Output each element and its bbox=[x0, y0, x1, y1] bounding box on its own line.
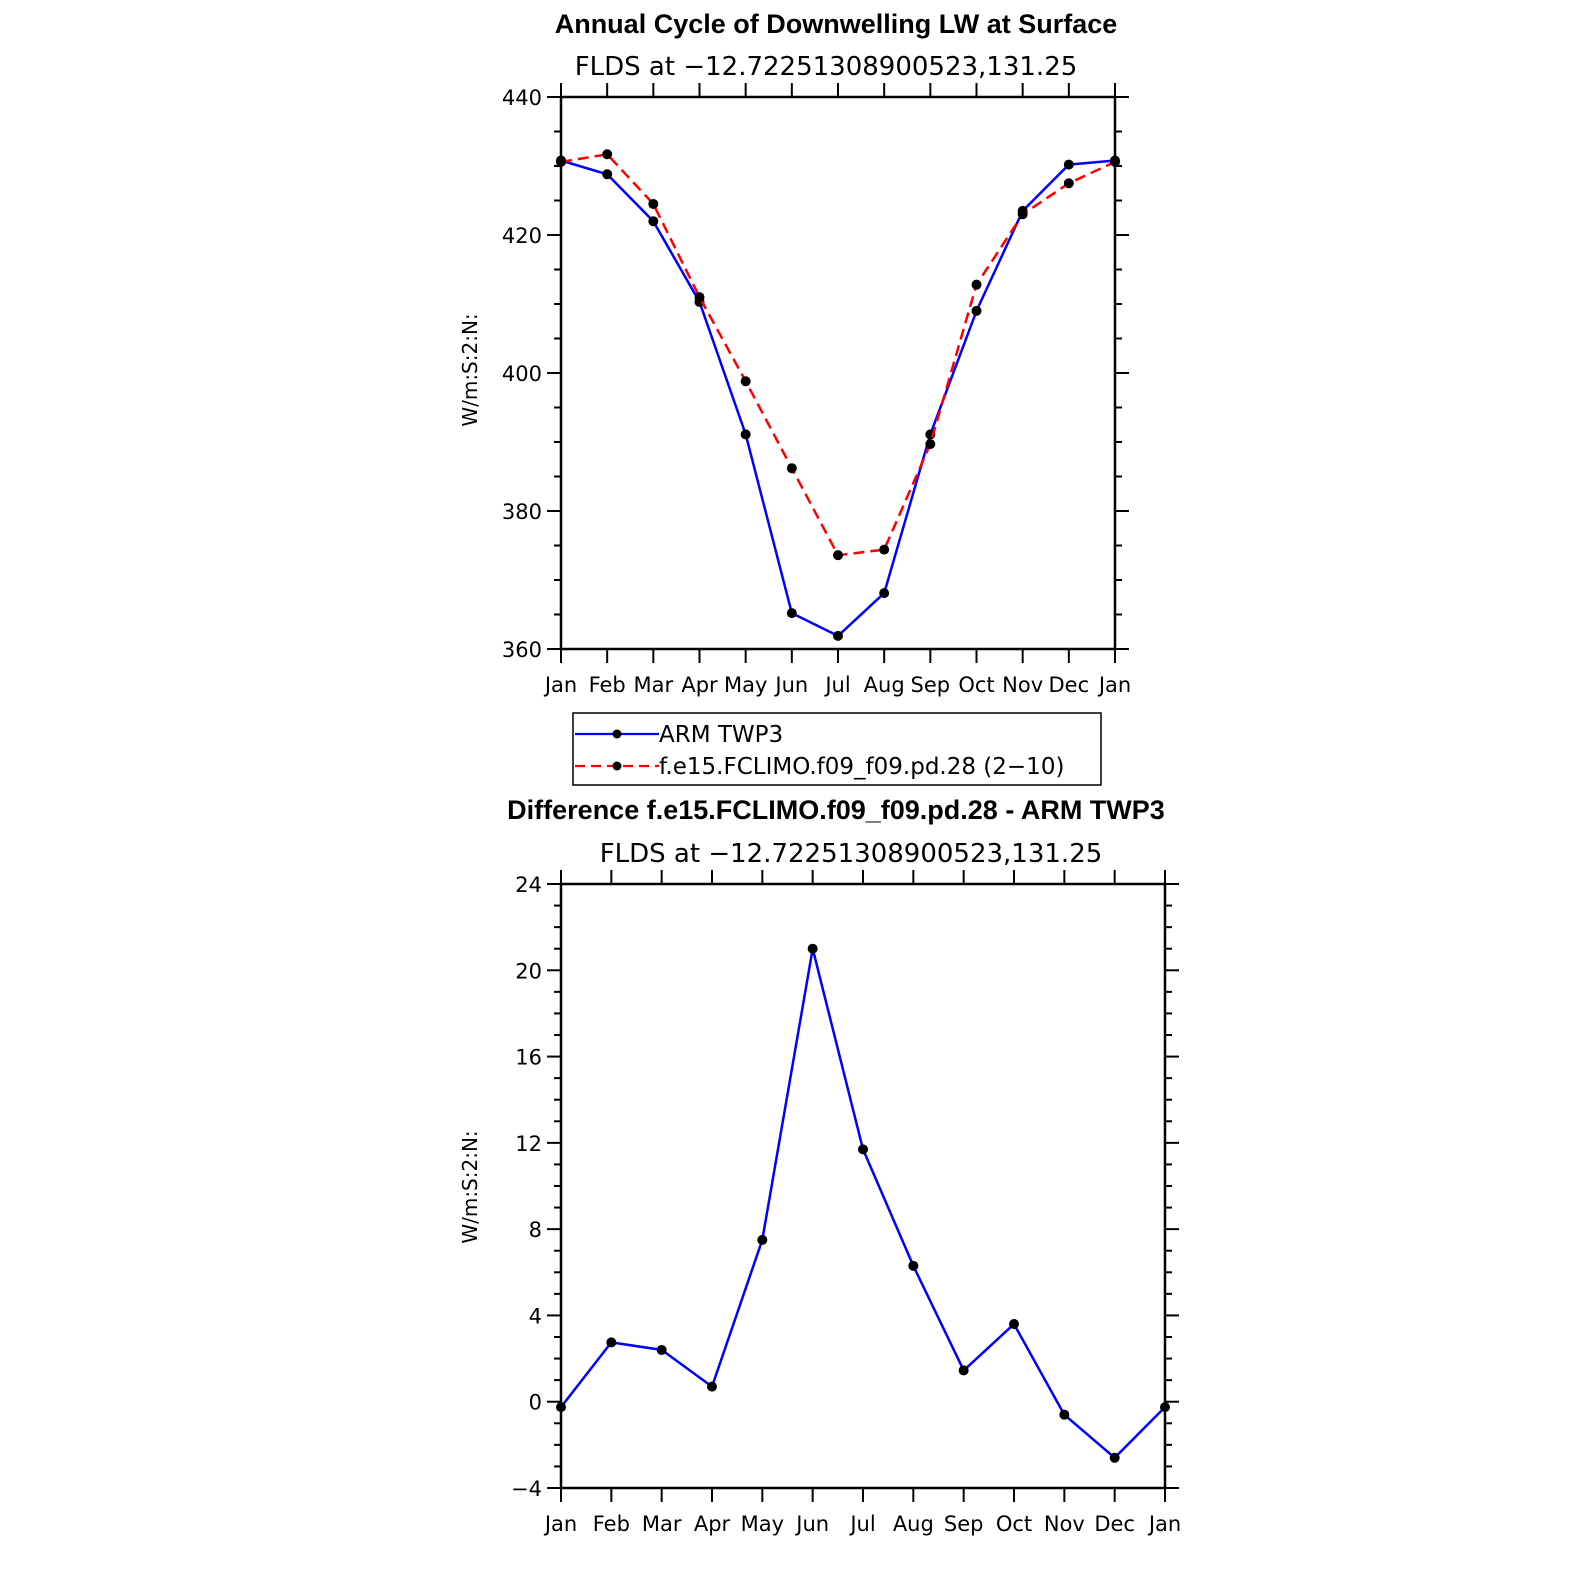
legend-entry-arm: ARM TWP3 bbox=[659, 722, 783, 748]
data-point bbox=[602, 169, 613, 180]
data-point bbox=[1160, 1402, 1170, 1413]
series-line-0 bbox=[560, 947, 1166, 1460]
x-tick-label: Dec bbox=[1094, 1512, 1135, 1536]
x-tick-label: Jun bbox=[773, 673, 808, 697]
y-tick-label: 0 bbox=[529, 1391, 542, 1415]
x-tick-label: Apr bbox=[681, 673, 718, 697]
y-tick-label: −4 bbox=[511, 1477, 542, 1501]
x-tick-label: Jul bbox=[848, 1512, 875, 1536]
legend-box bbox=[572, 712, 1102, 786]
data-point bbox=[1063, 159, 1074, 170]
y-tick-label: 440 bbox=[502, 86, 542, 110]
data-point bbox=[648, 216, 659, 227]
x-tick-label: Jan bbox=[1097, 673, 1131, 697]
plot-frame bbox=[559, 95, 1117, 651]
data-point bbox=[656, 1344, 667, 1355]
x-tick-label: Sep bbox=[944, 1512, 984, 1536]
data-point bbox=[694, 292, 705, 303]
data-point bbox=[602, 149, 613, 160]
data-point bbox=[1110, 156, 1120, 167]
data-point bbox=[740, 376, 751, 387]
data-point bbox=[879, 588, 890, 599]
plot-frame bbox=[559, 882, 1167, 1490]
data-point bbox=[1109, 1452, 1120, 1463]
chart-title: Difference f.e15.FCLIMO.f09_f09.pd.28 - … bbox=[507, 795, 1165, 825]
y-tick-label: 20 bbox=[515, 959, 542, 983]
y-tick-label: 4 bbox=[529, 1304, 542, 1328]
x-tick-label: Oct bbox=[996, 1512, 1032, 1536]
data-point bbox=[556, 1402, 566, 1413]
x-tick-label: Dec bbox=[1049, 673, 1090, 697]
difference-chart: Difference f.e15.FCLIMO.f09_f09.pd.28 - … bbox=[458, 795, 1181, 1536]
data-point bbox=[707, 1381, 717, 1392]
data-point bbox=[786, 463, 797, 474]
data-point bbox=[1059, 1409, 1070, 1420]
y-axis-label: W/m:S:2:N: bbox=[458, 1130, 482, 1243]
y-tick-label: 380 bbox=[502, 500, 542, 524]
x-tick-label: Jan bbox=[1147, 1512, 1181, 1536]
data-point bbox=[786, 608, 797, 619]
data-point bbox=[606, 1337, 617, 1348]
x-tick-label: Mar bbox=[642, 1512, 682, 1536]
x-tick-label: Sep bbox=[911, 673, 951, 697]
data-point bbox=[648, 198, 659, 209]
x-tick-label: Jun bbox=[794, 1512, 829, 1536]
legend-marker-arm bbox=[612, 729, 622, 739]
data-point bbox=[833, 550, 843, 561]
data-point bbox=[757, 1234, 768, 1245]
x-tick-label: May bbox=[741, 1512, 784, 1536]
y-tick-label: 420 bbox=[502, 224, 542, 248]
x-tick-label: Aug bbox=[893, 1512, 934, 1536]
legend-entry-model: f.e15.FCLIMO.f09_f09.pd.28 (2−10) bbox=[659, 754, 1064, 780]
x-tick-label: May bbox=[724, 673, 767, 697]
data-point bbox=[807, 943, 818, 954]
chart-subtitle: FLDS at −12.72251308900523,131.25 bbox=[600, 839, 1103, 869]
x-tick-label: Aug bbox=[864, 673, 905, 697]
x-tick-label: Feb bbox=[589, 673, 626, 697]
x-tick-label: Apr bbox=[694, 1512, 731, 1536]
legend-marker-model bbox=[612, 761, 622, 771]
data-point bbox=[1063, 178, 1074, 189]
series-line-f-e15-fclimo-f09-f09-pd-28-2-10 bbox=[560, 153, 1116, 557]
data-point bbox=[740, 429, 751, 440]
y-tick-label: 16 bbox=[515, 1046, 542, 1070]
y-tick-label: 24 bbox=[515, 873, 542, 897]
y-tick-label: 12 bbox=[515, 1132, 542, 1156]
y-tick-label: 360 bbox=[502, 638, 542, 662]
data-point bbox=[858, 1144, 868, 1155]
data-point bbox=[925, 439, 936, 450]
x-tick-label: Feb bbox=[593, 1512, 630, 1536]
x-tick-label: Nov bbox=[1044, 1512, 1085, 1536]
data-point bbox=[1009, 1319, 1019, 1330]
data-point bbox=[971, 305, 982, 316]
x-tick-label: Jan bbox=[543, 673, 577, 697]
legend: ARM TWP3 f.e15.FCLIMO.f09_f09.pd.28 (2−1… bbox=[572, 712, 1102, 786]
annual-cycle-chart: Annual Cycle of Downwelling LW at Surfac… bbox=[458, 9, 1131, 697]
chart-subtitle: FLDS at −12.72251308900523,131.25 bbox=[575, 52, 1078, 82]
x-tick-label: Mar bbox=[634, 673, 674, 697]
data-point bbox=[958, 1365, 969, 1376]
x-tick-label: Nov bbox=[1002, 673, 1043, 697]
y-tick-label: 400 bbox=[502, 362, 542, 386]
x-tick-label: Oct bbox=[958, 673, 994, 697]
data-point bbox=[908, 1260, 919, 1271]
data-point bbox=[879, 544, 890, 555]
x-tick-label: Jul bbox=[823, 673, 850, 697]
y-tick-label: 8 bbox=[529, 1218, 542, 1242]
x-tick-label: Jan bbox=[543, 1512, 577, 1536]
data-point bbox=[833, 630, 843, 641]
chart-title: Annual Cycle of Downwelling LW at Surfac… bbox=[555, 9, 1118, 39]
data-point bbox=[1017, 209, 1028, 220]
y-axis-label: W/m:S:2:N: bbox=[458, 313, 482, 426]
series-line-arm-twp3 bbox=[560, 159, 1116, 638]
data-point bbox=[971, 279, 982, 290]
data-point bbox=[556, 156, 566, 167]
